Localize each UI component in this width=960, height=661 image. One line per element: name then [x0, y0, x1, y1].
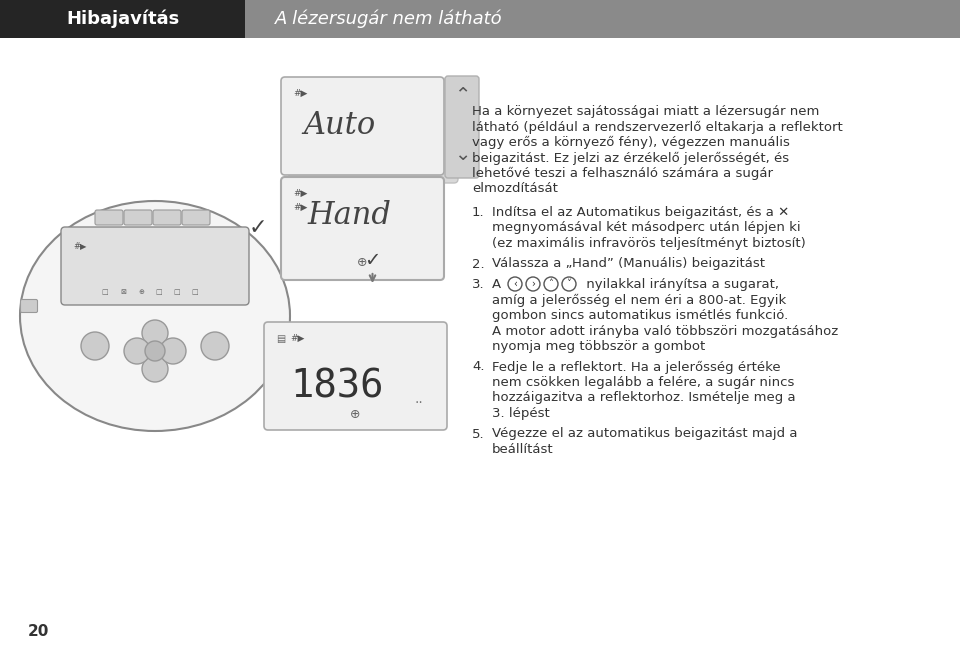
Text: ˅: ˅ [566, 279, 571, 289]
FancyBboxPatch shape [264, 322, 447, 430]
Circle shape [124, 338, 150, 364]
Text: 1.: 1. [472, 206, 485, 219]
Text: nyomja meg többször a gombot: nyomja meg többször a gombot [492, 340, 706, 353]
Text: Auto: Auto [303, 110, 375, 141]
Text: 2.: 2. [472, 258, 485, 270]
Bar [245, 0, 960, 38]
Text: 3. lépést: 3. lépést [492, 407, 550, 420]
Text: gombon sincs automatikus ismétlés funkció.: gombon sincs automatikus ismétlés funkci… [492, 309, 788, 322]
Text: elmozdítását: elmozdítását [472, 182, 558, 196]
Text: lehetővé teszi a felhasználó számára a sugár: lehetővé teszi a felhasználó számára a s… [472, 167, 773, 180]
Text: ⌄: ⌄ [454, 145, 470, 165]
Text: ⊕: ⊕ [350, 408, 361, 421]
Text: ⊠: ⊠ [120, 289, 126, 295]
Text: 5.: 5. [472, 428, 485, 440]
Circle shape [142, 356, 168, 382]
Text: Hibajavítás: Hibajavítás [66, 10, 180, 28]
Text: A lézersugár nem látható: A lézersugár nem látható [275, 10, 503, 28]
Text: vagy erős a környező fény), végezzen manuális: vagy erős a környező fény), végezzen man… [472, 136, 790, 149]
FancyBboxPatch shape [281, 177, 444, 280]
Text: Fedje le a reflektort. Ha a jelerősség értéke: Fedje le a reflektort. Ha a jelerősség é… [492, 360, 780, 373]
FancyBboxPatch shape [182, 210, 210, 225]
Text: #▶: #▶ [293, 189, 307, 198]
Circle shape [145, 341, 165, 361]
Text: ⌃: ⌃ [454, 85, 470, 104]
Text: Ha a környezet sajátosságai miatt a lézersugár nem: Ha a környezet sajátosságai miatt a léze… [472, 105, 820, 118]
FancyBboxPatch shape [20, 299, 37, 313]
Text: nyilakkal irányítsa a sugarat,: nyilakkal irányítsa a sugarat, [582, 278, 779, 291]
FancyBboxPatch shape [281, 77, 444, 175]
Text: #▶: #▶ [293, 89, 307, 98]
Text: beállítást: beállítást [492, 443, 554, 456]
Circle shape [81, 332, 109, 360]
Text: Hand: Hand [307, 200, 391, 231]
Text: ✓: ✓ [249, 219, 267, 239]
Text: □: □ [192, 289, 199, 295]
FancyBboxPatch shape [95, 210, 123, 225]
Text: ✓: ✓ [364, 251, 381, 270]
Circle shape [142, 320, 168, 346]
Text: A: A [492, 278, 505, 291]
Text: Válassza a „Hand” (Manuális) beigazitást: Válassza a „Hand” (Manuális) beigazitást [492, 258, 765, 270]
Text: ▤: ▤ [276, 334, 285, 344]
Text: Indítsa el az Automatikus beigazitást, és a ✕: Indítsa el az Automatikus beigazitást, é… [492, 206, 789, 219]
Text: amíg a jelerősség el nem éri a 800-at. Egyik: amíg a jelerősség el nem éri a 800-at. E… [492, 293, 786, 307]
Text: #▶: #▶ [290, 334, 304, 343]
Text: látható (például a rendszervezerlő eltakarja a reflektort: látható (például a rendszervezerlő eltak… [472, 120, 843, 134]
Text: beigazitást. Ez jelzi az érzékelő jelerősségét, és: beigazitást. Ez jelzi az érzékelő jelerő… [472, 151, 789, 165]
Text: 4.: 4. [472, 360, 485, 373]
Text: ⊕: ⊕ [357, 256, 368, 269]
Text: 1836: 1836 [290, 368, 383, 406]
Text: □: □ [102, 289, 108, 295]
Text: hozzáigazitva a reflektorhoz. Ismételje meg a: hozzáigazitva a reflektorhoz. Ismételje … [492, 391, 796, 405]
Text: ..: .. [415, 392, 423, 406]
Text: #▶: #▶ [73, 241, 86, 250]
Text: ⊕: ⊕ [138, 289, 144, 295]
Text: ˄: ˄ [548, 279, 553, 289]
FancyBboxPatch shape [289, 79, 458, 183]
Text: ›: › [531, 279, 535, 289]
Ellipse shape [20, 201, 290, 431]
Text: ‹: ‹ [513, 279, 516, 289]
Text: Végezze el az automatikus beigazitást majd a: Végezze el az automatikus beigazitást ma… [492, 428, 798, 440]
Circle shape [160, 338, 186, 364]
Text: nem csökken legalább a felére, a sugár nincs: nem csökken legalább a felére, a sugár n… [492, 376, 794, 389]
Text: #▶: #▶ [293, 203, 307, 212]
Text: megnyomásával két másodperc után lépjen ki: megnyomásával két másodperc után lépjen … [492, 221, 801, 235]
Text: A motor adott irányba való többszöri mozgatásához: A motor adott irányba való többszöri moz… [492, 325, 838, 338]
Text: 3.: 3. [472, 278, 485, 291]
FancyBboxPatch shape [445, 76, 479, 178]
Text: (ez maximális infravörös teljesítményt biztosít): (ez maximális infravörös teljesítményt b… [492, 237, 805, 250]
Text: □: □ [174, 289, 180, 295]
FancyBboxPatch shape [153, 210, 181, 225]
FancyBboxPatch shape [124, 210, 152, 225]
Text: □: □ [156, 289, 162, 295]
Circle shape [201, 332, 229, 360]
Bar [0, 0, 245, 38]
FancyBboxPatch shape [61, 227, 249, 305]
Text: 20: 20 [28, 624, 49, 639]
